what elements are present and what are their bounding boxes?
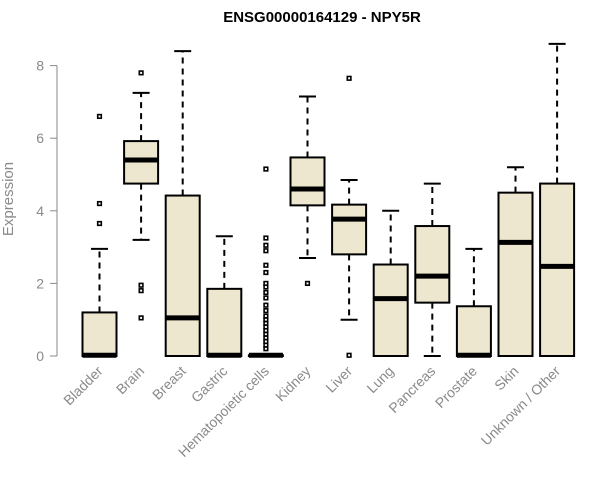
x-tick-label: Breast bbox=[149, 363, 189, 403]
outlier-point bbox=[263, 295, 269, 301]
y-axis-ticks: 0 2 4 6 8 bbox=[36, 58, 57, 364]
outlier-point bbox=[263, 262, 269, 268]
box-iqr bbox=[331, 203, 368, 256]
box-bladder bbox=[81, 113, 118, 358]
outlier-point bbox=[96, 113, 103, 120]
box-unknown-other bbox=[539, 42, 576, 357]
outlier-point bbox=[346, 352, 352, 358]
outlier-point bbox=[263, 248, 269, 254]
outlier-point bbox=[138, 315, 144, 321]
outlier-point bbox=[263, 242, 269, 248]
outlier-point bbox=[346, 75, 352, 81]
outlier-point bbox=[263, 289, 269, 296]
x-tick-label: Brain bbox=[113, 363, 147, 397]
box-iqr bbox=[539, 182, 576, 357]
box-pancreas bbox=[414, 182, 451, 357]
box-hematopoietic-cells bbox=[247, 166, 284, 358]
chart-title: ENSG00000164129 - NPY5R bbox=[223, 9, 421, 26]
box-iqr bbox=[497, 191, 534, 357]
box-lung bbox=[372, 209, 409, 357]
box-gastric bbox=[206, 235, 243, 358]
box-iqr bbox=[289, 156, 326, 207]
box-iqr bbox=[81, 311, 118, 358]
outlier-point bbox=[263, 166, 269, 172]
box-iqr bbox=[455, 305, 492, 358]
x-tick-label: Prostate bbox=[432, 363, 480, 411]
x-tick-label: Lung bbox=[363, 363, 396, 396]
y-tick-label: 8 bbox=[36, 58, 44, 74]
y-tick-label: 2 bbox=[36, 275, 44, 291]
box-breast bbox=[164, 50, 201, 357]
box-series bbox=[81, 42, 576, 358]
outlier-point bbox=[96, 200, 103, 207]
outlier-point bbox=[138, 288, 144, 294]
x-tick-label: Skin bbox=[491, 363, 522, 394]
x-tick-label: Kidney bbox=[272, 363, 314, 405]
x-tick-label: Unknown / Other bbox=[478, 363, 564, 449]
y-tick-label: 6 bbox=[36, 130, 44, 146]
outlier-point bbox=[263, 313, 269, 319]
outlier-point bbox=[304, 280, 311, 287]
y-tick-label: 4 bbox=[36, 203, 44, 219]
outlier-point bbox=[138, 70, 144, 76]
outlier-point bbox=[263, 280, 269, 287]
y-axis-label: Expression bbox=[0, 162, 17, 236]
box-liver bbox=[331, 75, 368, 358]
outlier-point bbox=[138, 282, 144, 288]
box-brain bbox=[123, 70, 160, 321]
box-iqr bbox=[414, 225, 451, 304]
x-tick-label: Bladder bbox=[60, 363, 106, 409]
outlier-point bbox=[263, 302, 269, 308]
outlier-point bbox=[263, 308, 269, 314]
outlier-point bbox=[96, 220, 103, 227]
box-prostate bbox=[455, 247, 492, 358]
outlier-point bbox=[263, 235, 269, 241]
y-tick-label: 0 bbox=[36, 348, 44, 364]
box-iqr bbox=[372, 263, 409, 357]
x-tick-label: Liver bbox=[322, 363, 355, 396]
box-skin bbox=[497, 166, 534, 357]
box-iqr bbox=[164, 194, 201, 357]
box-iqr bbox=[206, 287, 243, 357]
box-kidney bbox=[289, 95, 326, 287]
outlier-point bbox=[263, 269, 269, 276]
